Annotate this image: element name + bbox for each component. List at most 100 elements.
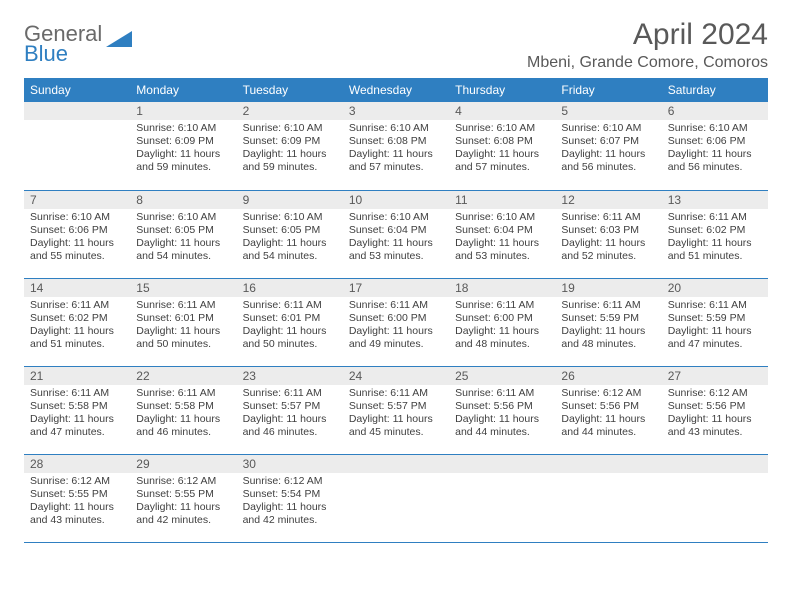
day-line: Daylight: 11 hours and 47 minutes. — [30, 413, 114, 438]
day-line: Sunset: 6:08 PM — [349, 135, 427, 147]
calendar-cell: 16Sunrise: 6:11 AMSunset: 6:01 PMDayligh… — [237, 278, 343, 366]
day-line: Sunset: 6:05 PM — [243, 224, 321, 236]
day-line: Daylight: 11 hours and 52 minutes. — [561, 237, 645, 262]
logo: General Blue — [24, 18, 132, 64]
day-line: Sunrise: 6:12 AM — [561, 387, 641, 399]
weekday-header: Monday — [130, 78, 236, 102]
day-number: 24 — [343, 367, 449, 385]
day-line: Daylight: 11 hours and 59 minutes. — [136, 148, 220, 173]
day-line: Sunrise: 6:10 AM — [243, 122, 323, 134]
calendar-body: 1Sunrise: 6:10 AMSunset: 6:09 PMDaylight… — [24, 102, 768, 542]
day-line: Sunrise: 6:10 AM — [668, 122, 748, 134]
day-number: 10 — [343, 191, 449, 209]
day-number: 1 — [130, 102, 236, 120]
day-line: Daylight: 11 hours and 53 minutes. — [349, 237, 433, 262]
day-line: Daylight: 11 hours and 51 minutes. — [30, 325, 114, 350]
day-line: Daylight: 11 hours and 42 minutes. — [243, 501, 327, 526]
calendar-cell: 5Sunrise: 6:10 AMSunset: 6:07 PMDaylight… — [555, 102, 661, 190]
day-details: Sunrise: 6:12 AMSunset: 5:54 PMDaylight:… — [237, 473, 343, 532]
day-number: 2 — [237, 102, 343, 120]
day-line: Sunset: 5:56 PM — [455, 400, 533, 412]
day-number: 21 — [24, 367, 130, 385]
weekday-header: Thursday — [449, 78, 555, 102]
calendar-cell — [343, 454, 449, 542]
calendar-cell: 29Sunrise: 6:12 AMSunset: 5:55 PMDayligh… — [130, 454, 236, 542]
day-details: Sunrise: 6:11 AMSunset: 5:59 PMDaylight:… — [662, 297, 768, 356]
day-number: 27 — [662, 367, 768, 385]
day-details: Sunrise: 6:11 AMSunset: 6:00 PMDaylight:… — [343, 297, 449, 356]
calendar-week: 14Sunrise: 6:11 AMSunset: 6:02 PMDayligh… — [24, 278, 768, 366]
day-line: Sunrise: 6:10 AM — [455, 211, 535, 223]
calendar-cell: 30Sunrise: 6:12 AMSunset: 5:54 PMDayligh… — [237, 454, 343, 542]
day-details: Sunrise: 6:11 AMSunset: 5:56 PMDaylight:… — [449, 385, 555, 444]
day-line: Sunset: 5:56 PM — [668, 400, 746, 412]
calendar-head: SundayMondayTuesdayWednesdayThursdayFrid… — [24, 78, 768, 102]
calendar-cell: 19Sunrise: 6:11 AMSunset: 5:59 PMDayligh… — [555, 278, 661, 366]
day-line: Sunset: 6:03 PM — [561, 224, 639, 236]
day-details: Sunrise: 6:10 AMSunset: 6:04 PMDaylight:… — [343, 209, 449, 268]
calendar-cell: 18Sunrise: 6:11 AMSunset: 6:00 PMDayligh… — [449, 278, 555, 366]
calendar-cell: 12Sunrise: 6:11 AMSunset: 6:03 PMDayligh… — [555, 190, 661, 278]
day-line: Sunrise: 6:12 AM — [136, 475, 216, 487]
day-number — [343, 455, 449, 473]
day-number: 16 — [237, 279, 343, 297]
day-details: Sunrise: 6:10 AMSunset: 6:08 PMDaylight:… — [449, 120, 555, 179]
day-line: Sunrise: 6:11 AM — [561, 299, 640, 311]
weekday-header: Wednesday — [343, 78, 449, 102]
day-details: Sunrise: 6:12 AMSunset: 5:56 PMDaylight:… — [555, 385, 661, 444]
logo-word2: Blue — [24, 41, 68, 66]
day-number — [449, 455, 555, 473]
day-details: Sunrise: 6:11 AMSunset: 6:03 PMDaylight:… — [555, 209, 661, 268]
day-line: Sunrise: 6:10 AM — [136, 211, 216, 223]
weekday-header: Sunday — [24, 78, 130, 102]
day-number — [662, 455, 768, 473]
calendar-cell — [24, 102, 130, 190]
day-line: Sunset: 6:02 PM — [668, 224, 746, 236]
day-number: 26 — [555, 367, 661, 385]
day-details: Sunrise: 6:11 AMSunset: 5:57 PMDaylight:… — [237, 385, 343, 444]
day-number: 9 — [237, 191, 343, 209]
calendar-cell: 21Sunrise: 6:11 AMSunset: 5:58 PMDayligh… — [24, 366, 130, 454]
day-line: Sunset: 5:55 PM — [30, 488, 108, 500]
day-line: Sunrise: 6:11 AM — [136, 387, 215, 399]
day-line: Sunrise: 6:11 AM — [455, 299, 534, 311]
header: General Blue April 2024 Mbeni, Grande Co… — [24, 18, 768, 72]
calendar-cell: 4Sunrise: 6:10 AMSunset: 6:08 PMDaylight… — [449, 102, 555, 190]
day-line: Sunrise: 6:11 AM — [455, 387, 534, 399]
day-line: Daylight: 11 hours and 43 minutes. — [668, 413, 752, 438]
day-line: Sunrise: 6:11 AM — [561, 211, 640, 223]
day-line: Daylight: 11 hours and 50 minutes. — [136, 325, 220, 350]
day-line: Sunset: 6:04 PM — [455, 224, 533, 236]
calendar-cell: 8Sunrise: 6:10 AMSunset: 6:05 PMDaylight… — [130, 190, 236, 278]
calendar-cell: 10Sunrise: 6:10 AMSunset: 6:04 PMDayligh… — [343, 190, 449, 278]
calendar-cell — [662, 454, 768, 542]
day-line: Daylight: 11 hours and 54 minutes. — [243, 237, 327, 262]
day-details: Sunrise: 6:11 AMSunset: 6:00 PMDaylight:… — [449, 297, 555, 356]
day-line: Sunrise: 6:12 AM — [243, 475, 323, 487]
day-line: Sunrise: 6:12 AM — [30, 475, 110, 487]
calendar-cell: 15Sunrise: 6:11 AMSunset: 6:01 PMDayligh… — [130, 278, 236, 366]
day-line: Sunrise: 6:11 AM — [136, 299, 215, 311]
day-line: Daylight: 11 hours and 47 minutes. — [668, 325, 752, 350]
day-line: Sunrise: 6:11 AM — [668, 211, 747, 223]
day-line: Daylight: 11 hours and 44 minutes. — [561, 413, 645, 438]
calendar-cell: 2Sunrise: 6:10 AMSunset: 6:09 PMDaylight… — [237, 102, 343, 190]
calendar-cell — [449, 454, 555, 542]
day-line: Sunset: 5:58 PM — [136, 400, 214, 412]
day-details: Sunrise: 6:11 AMSunset: 5:59 PMDaylight:… — [555, 297, 661, 356]
day-line: Daylight: 11 hours and 45 minutes. — [349, 413, 433, 438]
day-line: Sunrise: 6:10 AM — [561, 122, 641, 134]
day-line: Sunset: 6:05 PM — [136, 224, 214, 236]
calendar-week: 1Sunrise: 6:10 AMSunset: 6:09 PMDaylight… — [24, 102, 768, 190]
day-line: Daylight: 11 hours and 48 minutes. — [561, 325, 645, 350]
day-line: Sunset: 6:00 PM — [349, 312, 427, 324]
day-line: Sunset: 6:02 PM — [30, 312, 108, 324]
day-number: 12 — [555, 191, 661, 209]
calendar-cell: 27Sunrise: 6:12 AMSunset: 5:56 PMDayligh… — [662, 366, 768, 454]
day-details: Sunrise: 6:11 AMSunset: 6:01 PMDaylight:… — [130, 297, 236, 356]
day-line: Daylight: 11 hours and 56 minutes. — [668, 148, 752, 173]
day-number: 4 — [449, 102, 555, 120]
logo-text: General Blue — [24, 24, 102, 64]
logo-triangle-icon — [106, 31, 132, 56]
calendar-cell: 9Sunrise: 6:10 AMSunset: 6:05 PMDaylight… — [237, 190, 343, 278]
